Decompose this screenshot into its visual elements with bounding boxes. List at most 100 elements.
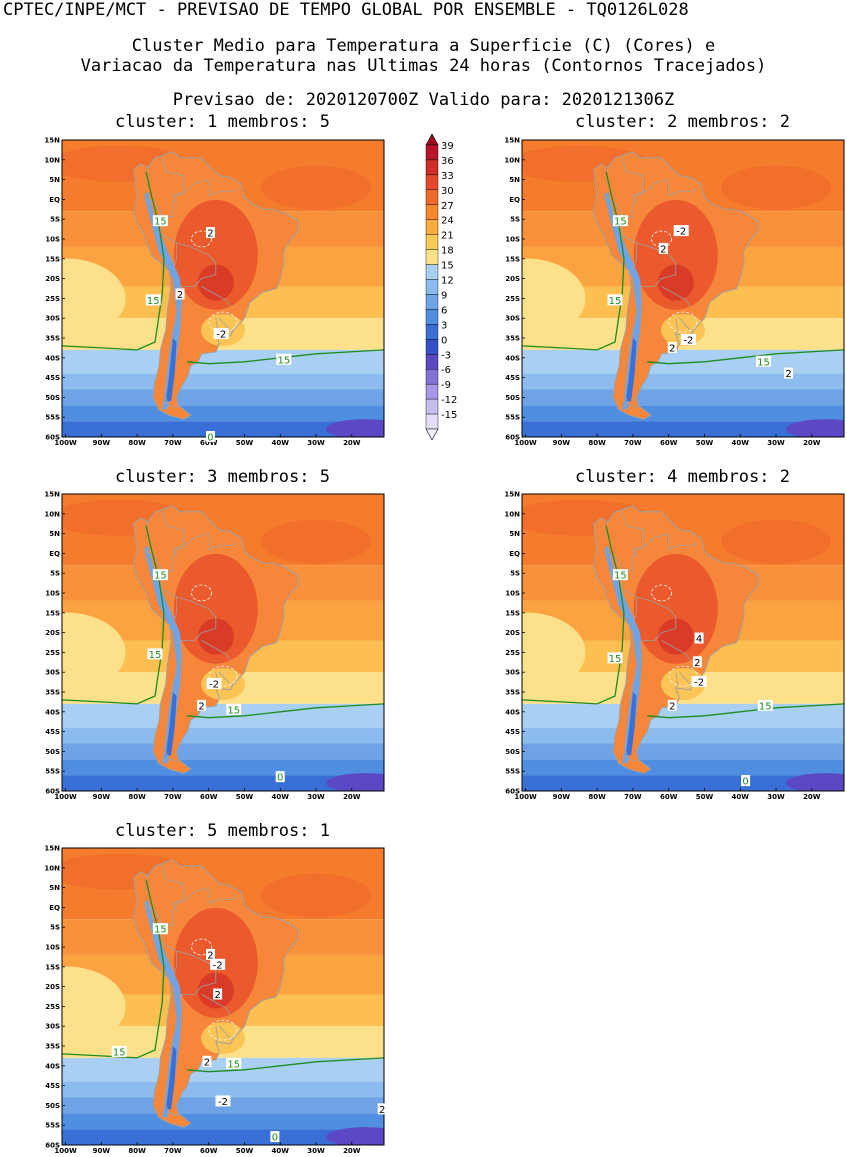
lat-tick-label: 30S (505, 315, 520, 323)
lon-tick-label: 60W (660, 793, 678, 801)
lat-tick-label: 10S (45, 944, 60, 952)
lat-tick-label: 30S (45, 1023, 60, 1031)
colorbar-swatch (425, 354, 439, 370)
lon-tick-label: 30W (767, 439, 785, 447)
contour-label: 0 (742, 777, 748, 788)
lat-tick-label: 15N (504, 137, 520, 145)
colorbar-swatch (425, 294, 439, 310)
lon-tick-label: 60W (200, 793, 218, 801)
lat-tick-label: 40S (45, 708, 60, 716)
colorbar-label: -12 (441, 395, 457, 406)
colorbar-label: 3 (441, 320, 447, 331)
colorbar-label: -15 (441, 410, 457, 421)
colorbar-swatch (425, 383, 439, 400)
contour-label: 15 (147, 296, 160, 307)
cluster-2-title: cluster: 2 membros: 2 (575, 112, 790, 132)
lon-tick-label: 20W (803, 793, 821, 801)
contour-label: -2 (209, 680, 219, 691)
lat-tick-label: 15N (44, 845, 60, 853)
lat-tick-label: 35S (505, 335, 520, 343)
colorbar-swatch (425, 219, 439, 235)
contour-label: 15 (609, 654, 622, 665)
contour-label: 2 (660, 244, 666, 255)
colorbar-swatch (425, 264, 439, 280)
contour-label: 0 (272, 1133, 278, 1144)
lon-tick-label: 50W (236, 439, 254, 447)
lat-tick-label: 50S (45, 394, 60, 402)
lat-tick-label: 30S (45, 315, 60, 323)
lat-tick-label: EQ (509, 550, 520, 558)
lat-tick-label: 50S (505, 394, 520, 402)
cluster-3-title: cluster: 3 membros: 5 (115, 467, 330, 487)
lon-tick-label: 100W (54, 1147, 77, 1155)
lat-tick-label: 60S (505, 788, 520, 796)
lat-tick-label: 45S (45, 728, 60, 736)
lon-tick-label: 30W (307, 793, 325, 801)
colorbar-label: 21 (441, 231, 454, 242)
contour-label: 15 (227, 705, 240, 716)
lon-tick-label: 100W (54, 439, 77, 447)
lat-tick-label: 10S (45, 590, 60, 598)
colorbar-swatch (425, 234, 439, 250)
lon-tick-label: 90W (553, 439, 571, 447)
lat-tick-label: 60S (505, 434, 520, 442)
lat-tick-label: 35S (505, 689, 520, 697)
colorbar-label: -3 (441, 350, 451, 361)
lat-tick-label: 60S (45, 1142, 60, 1150)
contour-label: 15 (277, 355, 290, 366)
colorbar-label: -9 (441, 380, 451, 391)
cluster-5-title: cluster: 5 membros: 1 (115, 821, 330, 841)
lat-tick-label: 5N (49, 884, 60, 892)
colorbar-label: 30 (441, 186, 454, 197)
lat-tick-label: 45S (505, 374, 520, 382)
lat-tick-label: 55S (45, 1122, 60, 1130)
contour-label: 15 (759, 701, 772, 712)
lon-tick-label: 50W (236, 793, 254, 801)
contour-label: 2 (669, 343, 675, 354)
lat-tick-label: EQ (49, 196, 60, 204)
lat-tick-label: 50S (45, 748, 60, 756)
lon-tick-label: 80W (588, 793, 606, 801)
lon-tick-label: 100W (514, 439, 537, 447)
lat-tick-label: 5S (50, 570, 60, 578)
lon-tick-label: 70W (164, 1147, 182, 1155)
lat-tick-label: 10N (44, 156, 60, 164)
lon-tick-label: 40W (272, 793, 290, 801)
lon-tick-label: 40W (732, 793, 750, 801)
lat-tick-label: 15S (45, 255, 60, 263)
colorbar-label: 15 (441, 261, 454, 272)
lat-tick-label: 30S (45, 669, 60, 677)
colorbar-swatch (425, 279, 439, 295)
lat-tick-label: 10N (504, 156, 520, 164)
lat-tick-label: 5N (509, 176, 520, 184)
lat-tick-label: 15S (45, 963, 60, 971)
lat-tick-label: 15S (505, 609, 520, 617)
cluster-4-title: cluster: 4 membros: 2 (575, 467, 790, 487)
contour-label: 2 (379, 1105, 385, 1116)
lon-tick-label: 90W (93, 1147, 111, 1155)
lat-tick-label: 35S (45, 1043, 60, 1051)
lat-tick-label: EQ (49, 904, 60, 912)
lat-tick-label: 10S (505, 236, 520, 244)
lat-tick-label: 25S (45, 295, 60, 303)
colorbar-label: 9 (441, 290, 447, 301)
colorbar-label: 36 (441, 156, 454, 167)
lon-tick-label: 50W (696, 439, 714, 447)
lat-tick-label: 45S (45, 374, 60, 382)
colorbar-label: 18 (441, 246, 454, 257)
contour-label: 0 (207, 433, 213, 444)
cluster-3-map: 15N 10N 5N EQ 5S 10S 15S 20S 25S 30S 35S 40S 45S 50S 5… (38, 490, 388, 810)
contour-label: 15 (154, 925, 167, 936)
lon-tick-label: 90W (553, 793, 571, 801)
lat-tick-label: EQ (509, 196, 520, 204)
lon-tick-label: 90W (93, 439, 111, 447)
contour-label: 2 (669, 701, 675, 712)
contour-label: -2 (676, 227, 686, 238)
colorbar-label: 0 (441, 335, 447, 346)
lat-tick-label: 60S (45, 434, 60, 442)
contour-label: 15 (609, 296, 622, 307)
lon-tick-label: 40W (272, 439, 290, 447)
contour-label: 15 (614, 217, 627, 228)
lat-tick-label: 5N (49, 176, 60, 184)
contour-label: 2 (785, 369, 791, 380)
